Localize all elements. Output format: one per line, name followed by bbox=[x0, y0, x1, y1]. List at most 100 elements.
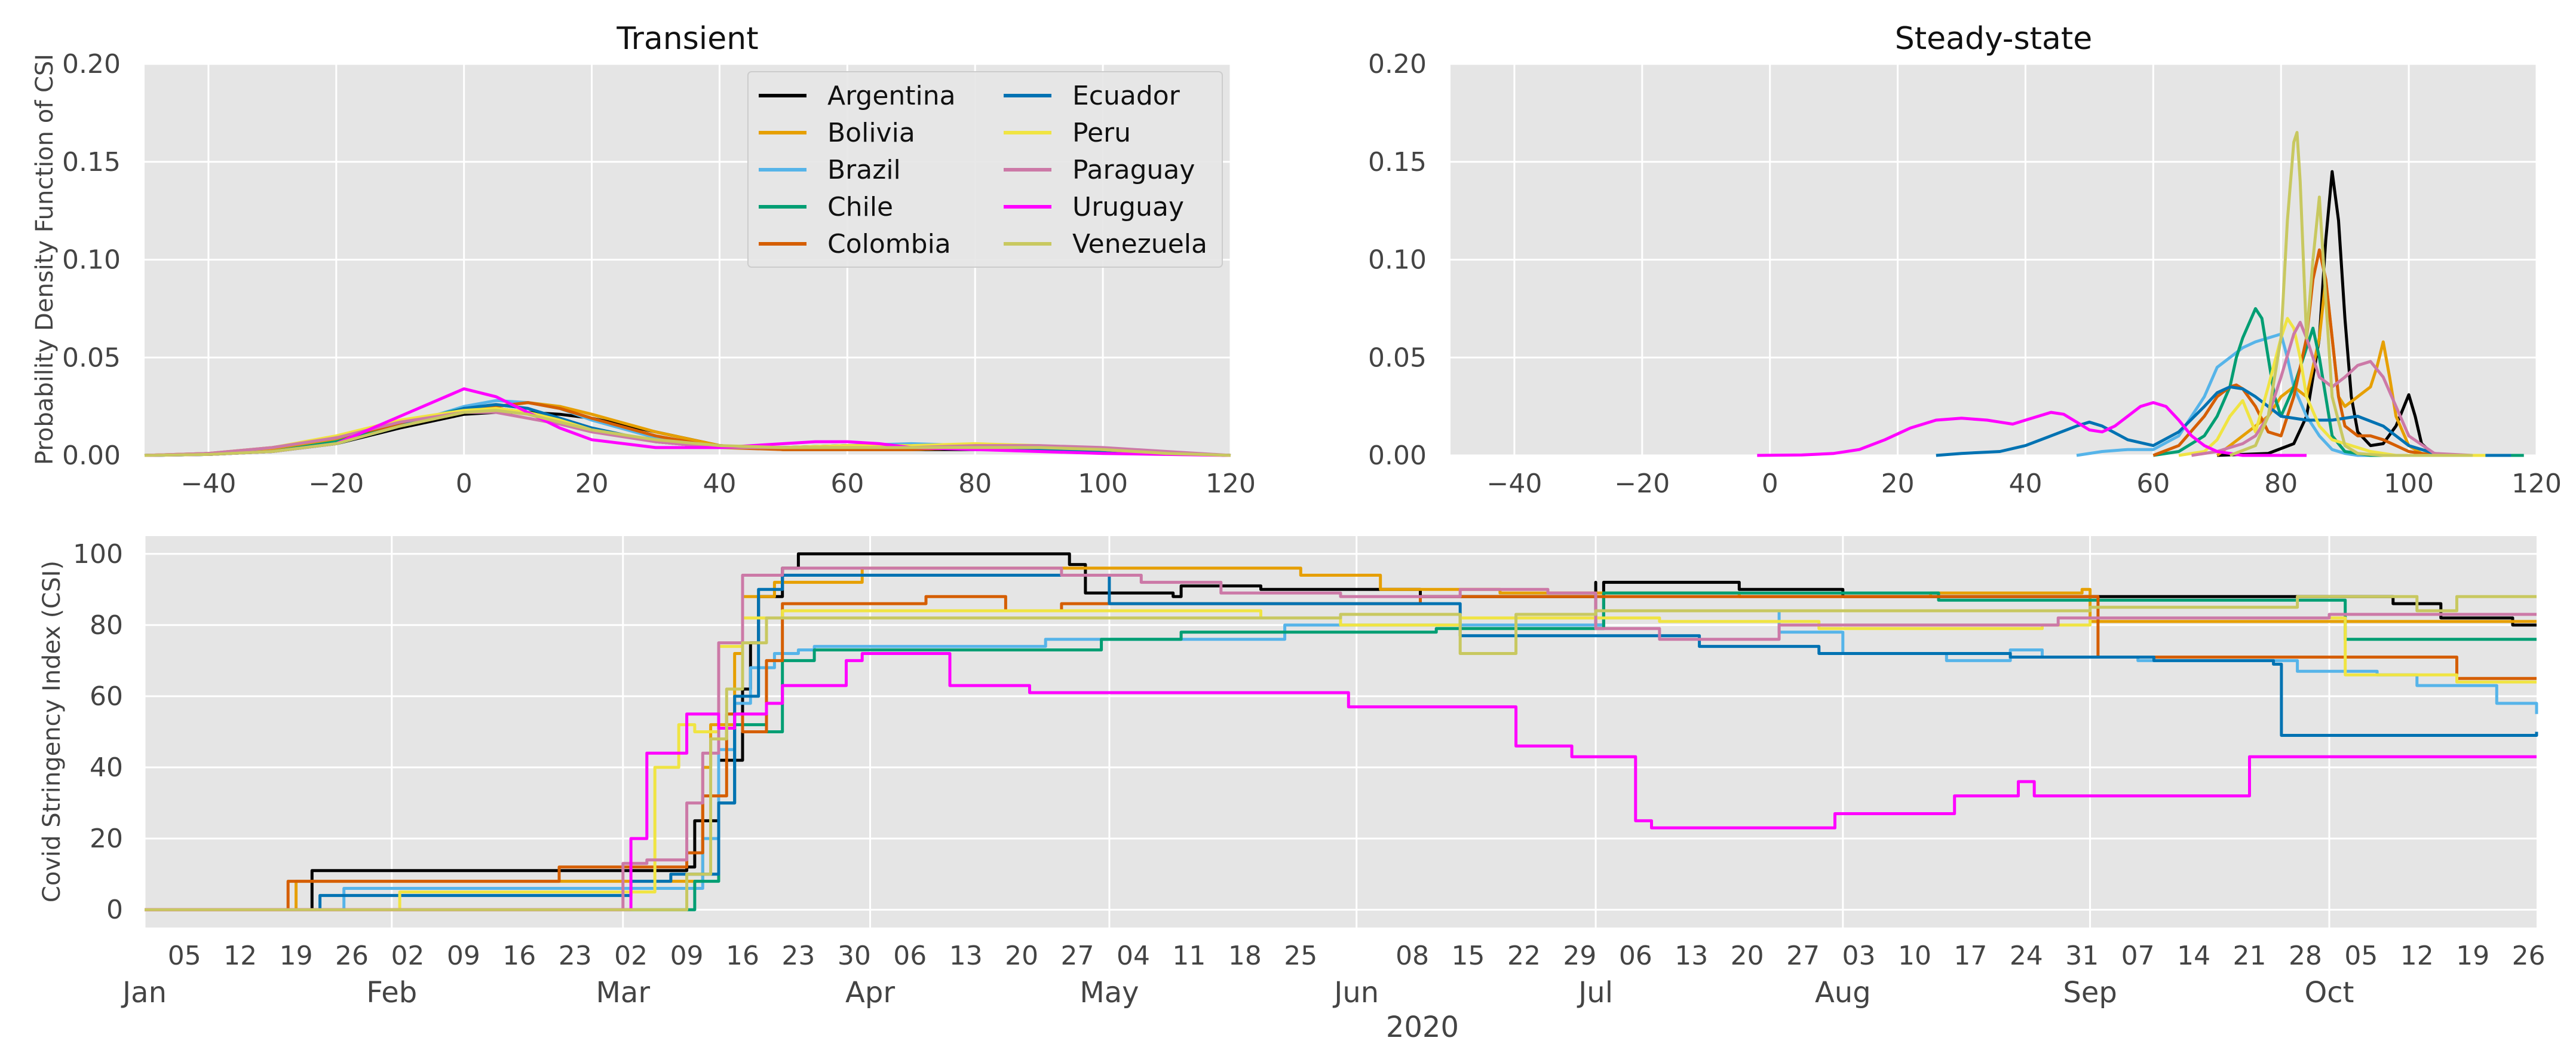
day-tick-label: 18 bbox=[1228, 941, 1262, 971]
day-tick-label: 05 bbox=[168, 941, 201, 971]
csi-series-ecuador bbox=[145, 574, 2538, 911]
legend-label-colombia: Colombia bbox=[827, 229, 951, 259]
x-tick-label: 40 bbox=[2008, 469, 2042, 499]
steady-state-panel: −40 −20 0 20 40 60 80 100 120 0.00 0.05 0.10 0.15 0.2… bbox=[1368, 21, 2562, 499]
x-tick-label: 120 bbox=[1206, 469, 1256, 499]
day-tick-label: 13 bbox=[949, 941, 983, 971]
month-label: Apr bbox=[845, 976, 895, 1009]
day-tick-label: 25 bbox=[1284, 941, 1317, 971]
y-tick-label: 0.05 bbox=[62, 342, 121, 373]
x-tick-label: −20 bbox=[1614, 469, 1670, 499]
legend-label-uruguay: Uruguay bbox=[1072, 192, 1184, 222]
day-tick-label: 23 bbox=[781, 941, 815, 971]
y-tick-label: 20 bbox=[90, 824, 123, 854]
x-tick-label: 60 bbox=[830, 469, 864, 499]
day-tick-label: 31 bbox=[2065, 941, 2099, 971]
x-tick-label: 40 bbox=[703, 469, 736, 499]
csi-series-uruguay bbox=[145, 652, 2537, 911]
month-label: Mar bbox=[596, 976, 651, 1009]
transient-series-uruguay bbox=[144, 387, 1231, 457]
legend-box bbox=[747, 71, 1223, 268]
day-tick-label: 16 bbox=[726, 941, 759, 971]
csi-series-venezuela bbox=[145, 595, 2537, 911]
steady-state-lines bbox=[1757, 131, 2524, 457]
legend-label-venezuela: Venezuela bbox=[1072, 229, 1207, 259]
steady-series-bolivia bbox=[2216, 277, 2473, 457]
day-tick-label: 26 bbox=[2512, 941, 2546, 971]
day-tick-label: 13 bbox=[1675, 941, 1708, 971]
y-tick-label: 0.00 bbox=[1368, 440, 1427, 471]
csi-series-paraguay bbox=[145, 567, 2537, 911]
day-tick-label: 02 bbox=[614, 941, 648, 971]
month-label: May bbox=[1080, 976, 1139, 1009]
y-tick-label: 0.20 bbox=[62, 49, 121, 79]
transient-series-paraguay bbox=[144, 411, 1231, 457]
y-tick-label: 80 bbox=[90, 610, 123, 641]
day-tick-label: 11 bbox=[1172, 941, 1206, 971]
day-tick-label: 12 bbox=[223, 941, 257, 971]
month-label: Jun bbox=[1332, 976, 1379, 1009]
y-tick-label: 0.00 bbox=[62, 440, 121, 471]
csi-y-axis-label: Covid Stringency Index (CSI) bbox=[38, 561, 66, 902]
steady-state-ticks: −40 −20 0 20 40 60 80 100 120 0.00 0.05 0.10 0.15 0.2… bbox=[1368, 49, 2562, 499]
day-tick-label: 24 bbox=[2010, 941, 2043, 971]
timeseries-panel: 0 20 40 60 80 100 05 12 19 26 02 09 16 23 02 09 16 23 30 06… bbox=[38, 536, 2546, 1044]
day-tick-label: 09 bbox=[670, 941, 704, 971]
timeseries-lines bbox=[145, 552, 2538, 911]
day-tick-label: 26 bbox=[335, 941, 369, 971]
day-tick-label: 04 bbox=[1117, 941, 1150, 971]
timeseries-ticks: 0 20 40 60 80 100 05 12 19 26 02 09 16 23 02 09 16 23 30 06… bbox=[73, 539, 2546, 1009]
month-label: Oct bbox=[2304, 976, 2354, 1009]
transient-series-venezuela bbox=[144, 409, 1231, 457]
day-tick-label: 12 bbox=[2400, 941, 2434, 971]
legend-label-peru: Peru bbox=[1072, 118, 1131, 148]
y-tick-label: 0.05 bbox=[1368, 342, 1427, 373]
day-tick-label: 05 bbox=[2344, 941, 2378, 971]
steady-series-venezuela bbox=[2229, 131, 2473, 457]
csi-series-colombia bbox=[145, 595, 2537, 911]
day-tick-label: 06 bbox=[1619, 941, 1652, 971]
month-label: Sep bbox=[2063, 976, 2117, 1009]
y-tick-label: 100 bbox=[73, 539, 123, 570]
x-tick-label: 100 bbox=[1078, 469, 1128, 499]
y-tick-label: 0 bbox=[106, 895, 123, 925]
x-tick-label: 100 bbox=[2384, 469, 2434, 499]
legend-label-bolivia: Bolivia bbox=[827, 118, 915, 148]
day-tick-label: 17 bbox=[1954, 941, 1987, 971]
day-tick-label: 10 bbox=[1898, 941, 1931, 971]
transient-ticks: −40 −20 0 20 40 60 80 100 120 0.00 0.05 0.10 0.15 0.2… bbox=[62, 49, 1256, 499]
y-tick-label: 0.15 bbox=[62, 147, 121, 177]
month-label: Feb bbox=[366, 976, 417, 1009]
month-label: Jan bbox=[121, 976, 167, 1009]
day-tick-label: 23 bbox=[559, 941, 592, 971]
x-tick-label: −40 bbox=[1487, 469, 1542, 499]
transient-panel: −40 −20 0 20 40 60 80 100 120 0.00 0.05 0.10 0.15 0.2… bbox=[31, 21, 1256, 499]
steady-series-ecuador bbox=[1936, 385, 2511, 457]
x-tick-label: −40 bbox=[181, 469, 237, 499]
day-tick-label: 22 bbox=[1507, 941, 1541, 971]
x-tick-label: 80 bbox=[2264, 469, 2298, 499]
transient-title: Transient bbox=[616, 21, 758, 57]
day-tick-label: 28 bbox=[2289, 941, 2322, 971]
csi-series-bolivia bbox=[145, 567, 2537, 911]
day-tick-label: 27 bbox=[1786, 941, 1820, 971]
day-tick-label: 06 bbox=[893, 941, 927, 971]
y-tick-label: 0.10 bbox=[62, 245, 121, 276]
x-tick-label: 120 bbox=[2511, 469, 2562, 499]
day-tick-label: 16 bbox=[502, 941, 536, 971]
x-tick-label: 20 bbox=[575, 469, 609, 499]
day-tick-label: 20 bbox=[1731, 941, 1764, 971]
day-tick-label: 19 bbox=[2456, 941, 2489, 971]
legend-label-brazil: Brazil bbox=[827, 155, 901, 185]
day-tick-label: 07 bbox=[2121, 941, 2155, 971]
day-tick-label: 29 bbox=[1563, 941, 1596, 971]
day-tick-label: 14 bbox=[2177, 941, 2210, 971]
y-tick-label: 40 bbox=[90, 752, 123, 783]
x-tick-label: 0 bbox=[1762, 469, 1778, 499]
month-label: Aug bbox=[1815, 976, 1871, 1009]
day-tick-label: 20 bbox=[1005, 941, 1038, 971]
y-tick-label: 0.20 bbox=[1368, 49, 1427, 79]
y-tick-label: 0.10 bbox=[1368, 245, 1427, 276]
legend-label-argentina: Argentina bbox=[827, 81, 956, 111]
steady-series-uruguay bbox=[1757, 401, 2307, 457]
